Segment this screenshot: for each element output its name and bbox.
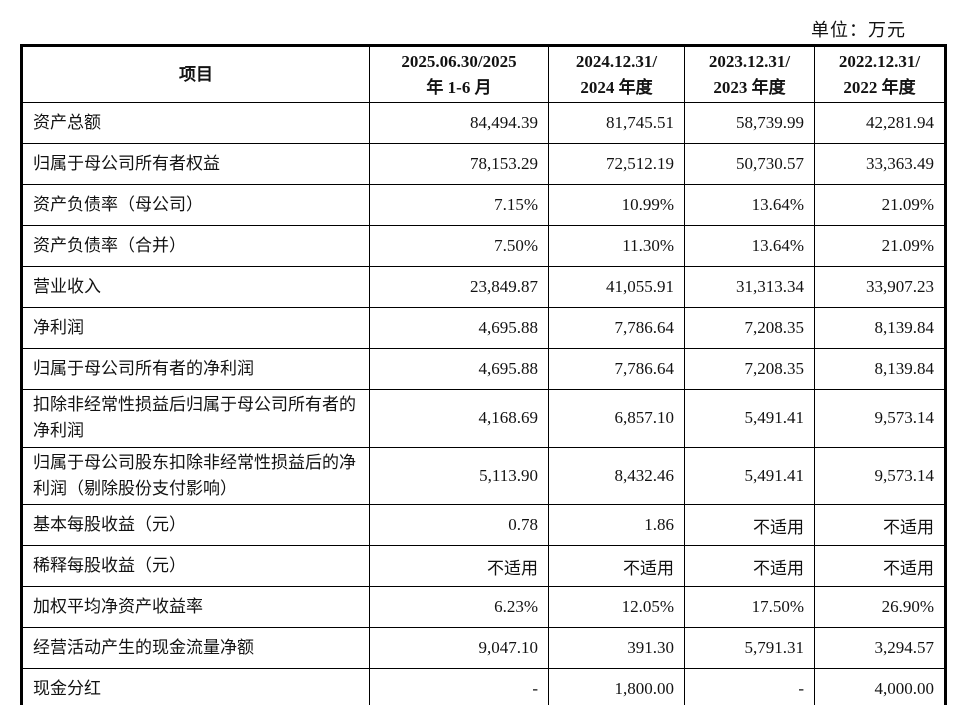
row-value: 9,573.14 [814,389,946,448]
row-value: 7,208.35 [684,348,815,390]
row-value: 23,849.87 [369,266,549,308]
row-value: 1,800.00 [548,668,685,705]
row-label: 经营活动产生的现金流量净额 [21,627,370,670]
row-value: - [684,668,815,705]
row-label: 扣除非经常性损益后归属于母公司所有者的净利润 [21,389,370,448]
row-value: 50,730.57 [684,143,815,185]
row-label: 资产负债率（合并） [21,225,370,267]
row-value: 58,739.99 [684,102,815,144]
row-label: 资产负债率（母公司） [21,184,370,226]
row-value: 不适用 [369,545,549,588]
row-value: 81,745.51 [548,102,685,144]
row-value: 5,491.41 [684,446,815,506]
row-value: 不适用 [684,545,815,588]
row-value: 5,491.41 [684,389,815,448]
row-value: 78,153.29 [369,143,549,185]
row-label: 营业收入 [21,266,370,308]
row-value: 7.15% [369,184,549,226]
row-value: 21.09% [814,184,946,226]
row-label: 现金分红 [21,668,370,705]
row-value: 26.90% [814,586,946,629]
row-value: 72,512.19 [548,143,685,185]
row-label: 归属于母公司所有者权益 [21,143,370,185]
column-header-2024: 2024.12.31/ 2024 年度 [548,45,685,103]
table-row: 归属于母公司所有者的净利润 4,695.88 7,786.64 7,208.35 8,1… [21,348,946,390]
row-value: 13.64% [684,184,815,226]
row-value: 84,494.39 [369,102,549,144]
table-row: 基本每股收益（元） 0.78 1.86 不适用 不适用 [21,504,946,547]
row-value: 6.23% [369,586,549,629]
row-label: 加权平均净资产收益率 [21,586,370,629]
row-label: 资产总额 [21,102,370,144]
row-value: 7,786.64 [548,348,685,390]
row-value: 9,573.14 [814,446,946,506]
row-value: 21.09% [814,225,946,267]
row-label: 净利润 [21,307,370,349]
row-value: 12.05% [548,586,685,629]
table-row: 归属于母公司股东扣除非经常性损益后的净利润（剔除股份支付影响） 5,113.90 8… [21,446,946,506]
unit-label: 单位：万元 [811,20,906,40]
row-value: 不适用 [684,504,815,547]
row-value: - [369,668,549,705]
row-value: 41,055.91 [548,266,685,308]
row-label: 归属于母公司所有者的净利润 [21,348,370,390]
row-value: 4,695.88 [369,307,549,349]
row-value: 8,139.84 [814,307,946,349]
row-value: 8,139.84 [814,348,946,390]
row-value: 4,168.69 [369,389,549,448]
row-value: 7,786.64 [548,307,685,349]
row-value: 4,695.88 [369,348,549,390]
row-value: 0.78 [369,504,549,547]
column-header-2023: 2023.12.31/ 2023 年度 [684,45,815,103]
row-value: 7,208.35 [684,307,815,349]
table-body: 资产总额 84,494.39 81,745.51 58,739.99 42,281.94… [21,102,946,705]
row-label: 稀释每股收益（元） [21,545,370,588]
row-value: 17.50% [684,586,815,629]
table-row: 资产负债率（母公司） 7.15% 10.99% 13.64% 21.09% [21,184,946,226]
row-value: 5,113.90 [369,446,549,506]
table-row: 营业收入 23,849.87 41,055.91 31,313.34 33,907.23 [21,266,946,308]
row-value: 1.86 [548,504,685,547]
table-row: 扣除非经常性损益后归属于母公司所有者的净利润 4,168.69 6,857.10 5,… [21,389,946,448]
column-header-2025-h1: 2025.06.30/2025 年 1-6 月 [369,45,549,103]
row-value: 31,313.34 [684,266,815,308]
table-row: 经营活动产生的现金流量净额 9,047.10 391.30 5,791.31 3,294… [21,627,946,670]
row-value: 8,432.46 [548,446,685,506]
row-value: 33,907.23 [814,266,946,308]
row-value: 5,791.31 [684,627,815,670]
row-value: 11.30% [548,225,685,267]
row-value: 6,857.10 [548,389,685,448]
table-row: 净利润 4,695.88 7,786.64 7,208.35 8,139.84 [21,307,946,349]
table-row: 资产总额 84,494.39 81,745.51 58,739.99 42,281.94 [21,102,946,144]
row-value: 33,363.49 [814,143,946,185]
row-value: 10.99% [548,184,685,226]
row-value: 4,000.00 [814,668,946,705]
column-header-item: 项目 [21,45,370,103]
row-label: 基本每股收益（元） [21,504,370,547]
table-header-row: 项目 2025.06.30/2025 年 1-6 月 2024.12.31/ 2… [21,45,946,103]
table-row: 稀释每股收益（元） 不适用 不适用 不适用 不适用 [21,545,946,588]
table-row: 资产负债率（合并） 7.50% 11.30% 13.64% 21.09% [21,225,946,267]
row-value: 391.30 [548,627,685,670]
table-row: 现金分红 -1,800.00-4,000.00 [21,668,946,705]
row-label: 归属于母公司股东扣除非经常性损益后的净利润（剔除股份支付影响） [21,446,370,506]
row-value: 不适用 [548,545,685,588]
table-row: 归属于母公司所有者权益 78,153.29 72,512.19 50,730.57 33… [21,143,946,185]
table-row: 加权平均净资产收益率 6.23% 12.05% 17.50% 26.90% [21,586,946,629]
row-value: 9,047.10 [369,627,549,670]
financial-summary-table: 项目 2025.06.30/2025 年 1-6 月 2024.12.31/ 2… [20,44,947,705]
row-value: 3,294.57 [814,627,946,670]
column-header-2022: 2022.12.31/ 2022 年度 [814,45,946,103]
row-value: 42,281.94 [814,102,946,144]
row-value: 不适用 [814,545,946,588]
row-value: 7.50% [369,225,549,267]
row-value: 13.64% [684,225,815,267]
row-value: 不适用 [814,504,946,547]
